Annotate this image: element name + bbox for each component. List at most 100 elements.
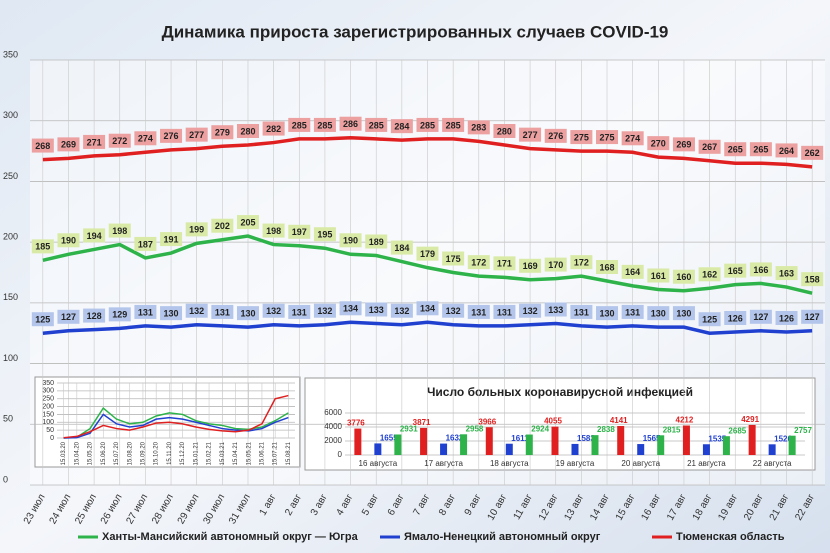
value-label: 134	[343, 304, 358, 314]
value-label-box	[185, 127, 208, 142]
value-label-box	[749, 142, 772, 157]
value-label-box	[442, 117, 465, 132]
value-label-box	[288, 224, 311, 239]
bar	[768, 444, 776, 455]
value-label: 268	[35, 141, 50, 151]
value-label: 128	[87, 311, 102, 321]
bar	[702, 444, 710, 455]
value-label: 202	[215, 221, 230, 231]
value-label: 4141	[610, 416, 628, 425]
y-tick-label: 150	[3, 292, 18, 302]
value-label-box	[544, 302, 567, 317]
value-label: 272	[112, 136, 127, 146]
value-label-box	[31, 312, 54, 327]
value-label: 133	[369, 305, 384, 315]
value-label: 271	[87, 137, 102, 147]
y-tick-label: 2000	[324, 436, 342, 445]
value-label: 1632	[446, 434, 464, 443]
value-label: 125	[702, 315, 717, 325]
value-label-box	[749, 262, 772, 277]
value-label: 2685	[728, 426, 746, 435]
value-label: 131	[138, 307, 153, 317]
value-label-box	[442, 251, 465, 266]
value-label: 2838	[597, 425, 615, 434]
value-label: 127	[805, 312, 820, 322]
value-label-box	[801, 145, 824, 160]
y-tick-label: 250	[3, 171, 18, 181]
series-line	[42, 320, 813, 335]
y-tick-label: 150	[42, 411, 54, 418]
bar	[591, 435, 599, 455]
value-label: 197	[292, 227, 307, 237]
bar	[525, 434, 533, 455]
value-label: 280	[240, 126, 255, 136]
value-label: 131	[625, 307, 640, 317]
y-tick-label: 350	[42, 380, 54, 387]
value-label-box	[724, 311, 747, 325]
value-label-box	[621, 304, 644, 319]
x-tick-label: 15.10.20	[154, 441, 160, 465]
value-label: 285	[369, 120, 384, 130]
value-label: 1526	[774, 434, 792, 443]
value-label-box	[160, 128, 183, 143]
value-label-box	[339, 116, 362, 131]
value-label-box	[493, 304, 516, 319]
value-label-box	[236, 124, 259, 138]
value-label-box	[211, 218, 234, 233]
x-tick-label: 20 августа	[621, 459, 660, 468]
value-label: 166	[753, 265, 768, 275]
y-tick-label: 100	[42, 419, 54, 426]
y-tick-label: 200	[42, 403, 54, 410]
value-label-box	[519, 303, 542, 318]
value-label: 264	[779, 146, 794, 156]
y-tick-label: 0	[50, 435, 54, 442]
x-tick-label: 19 августа	[556, 459, 595, 468]
value-label: 285	[317, 120, 332, 130]
value-label: 161	[651, 271, 666, 281]
value-label-box	[749, 309, 772, 324]
value-label-box	[698, 312, 721, 327]
value-label: 2958	[466, 424, 484, 433]
x-tick-label: 15.06.20	[101, 441, 107, 465]
value-label-box	[596, 306, 619, 321]
value-label: 4055	[544, 417, 562, 426]
value-label: 265	[753, 145, 768, 155]
value-label: 285	[446, 120, 461, 130]
value-label: 2757	[794, 426, 812, 435]
value-label: 132	[394, 306, 409, 316]
value-label: 279	[215, 128, 230, 138]
value-label: 130	[676, 309, 691, 319]
y-tick-label: 300	[3, 110, 18, 120]
y-tick-label: 100	[3, 353, 18, 363]
value-label-box	[621, 131, 644, 146]
value-label-box	[31, 239, 54, 254]
value-label: 269	[61, 140, 76, 150]
value-label-box	[108, 133, 131, 148]
y-tick-label: 4000	[324, 422, 342, 431]
value-label: 162	[702, 270, 717, 280]
value-label-box	[313, 303, 336, 318]
value-label: 1565	[643, 434, 661, 443]
value-label-box	[570, 130, 593, 145]
x-tick-label: 15.12.20	[180, 441, 186, 465]
x-tick-label: 15.01.21	[193, 441, 199, 465]
value-label-box	[801, 309, 824, 324]
value-label: 269	[676, 140, 691, 150]
value-label: 163	[779, 268, 794, 278]
value-label-box	[647, 268, 670, 283]
y-tick-label: 350	[3, 49, 18, 59]
value-label-box	[262, 303, 285, 318]
value-label: 130	[240, 309, 255, 319]
value-label-box	[442, 303, 465, 318]
value-label-box	[724, 142, 747, 157]
value-label: 1535	[708, 434, 726, 443]
bar	[657, 435, 665, 455]
value-label: 130	[600, 309, 615, 319]
value-label-box	[493, 256, 516, 271]
value-label: 265	[728, 145, 743, 155]
bar	[722, 436, 730, 455]
value-label-box	[365, 117, 388, 132]
value-label-box	[262, 121, 285, 136]
x-tick-label: 17 августа	[424, 459, 463, 468]
bar	[748, 424, 756, 455]
